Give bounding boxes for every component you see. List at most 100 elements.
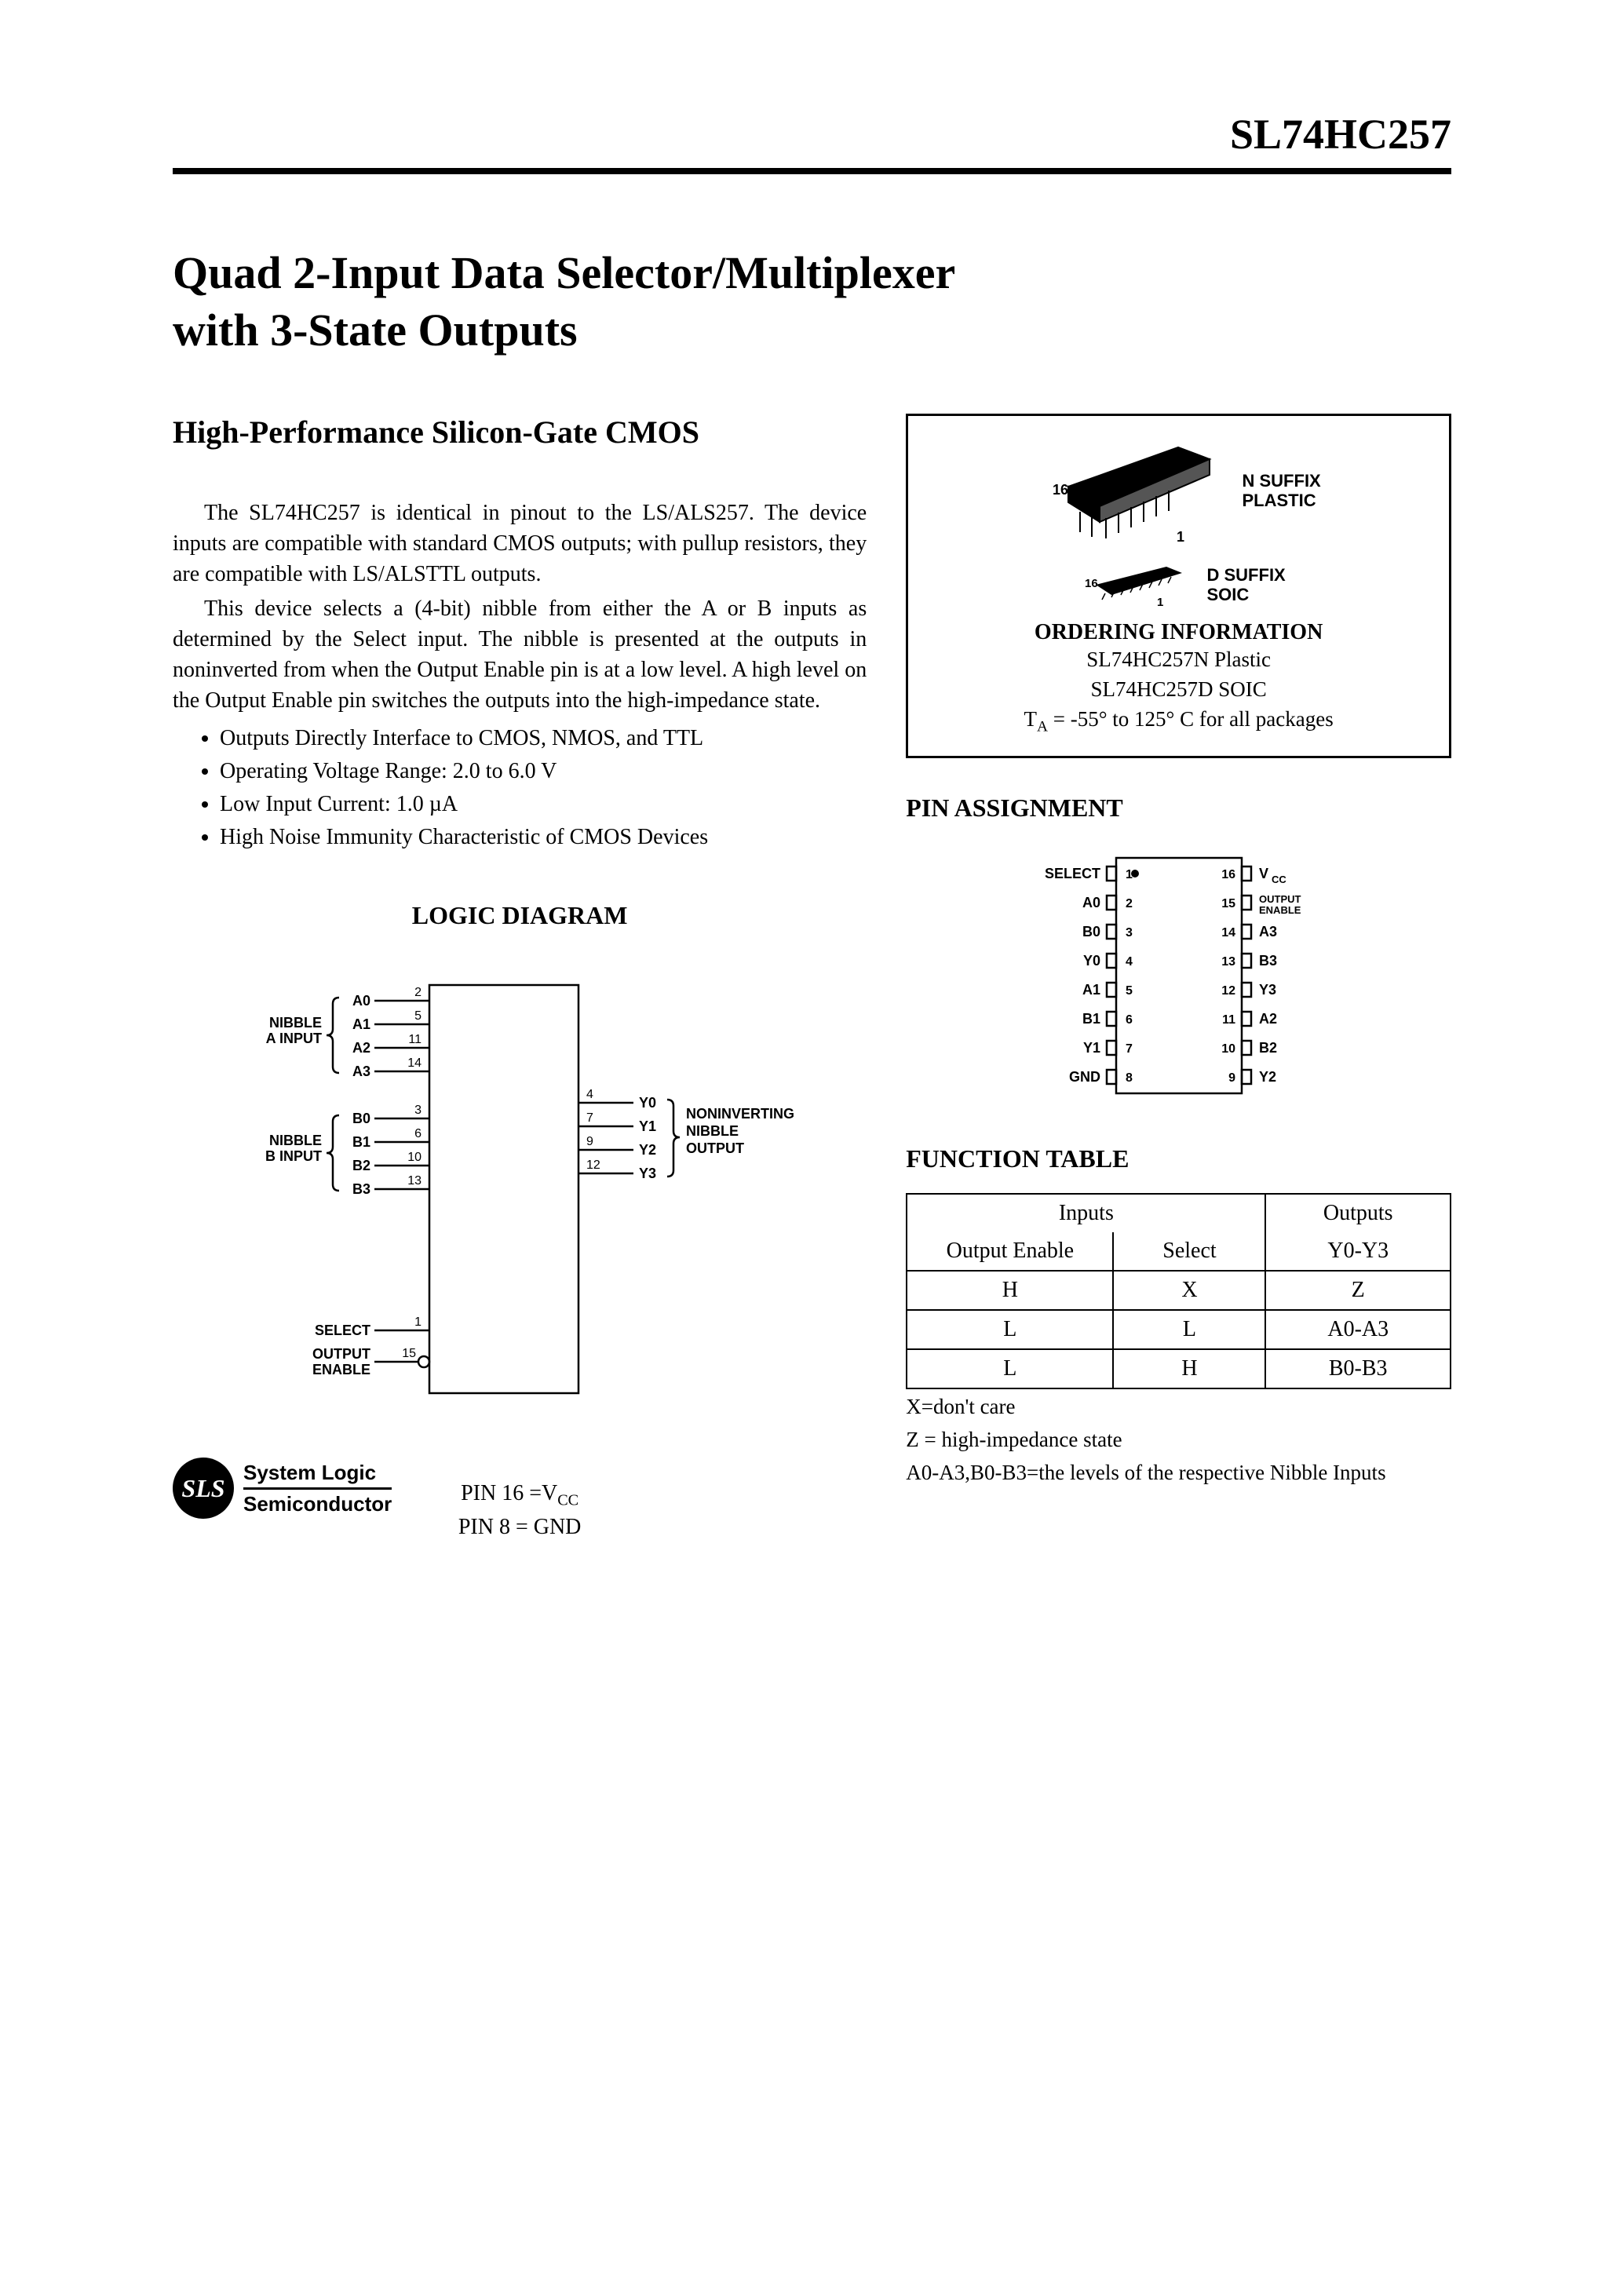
svg-text:9: 9: [1228, 1071, 1235, 1085]
svg-text:6: 6: [1126, 1013, 1133, 1027]
svg-text:NIBBLE: NIBBLE: [269, 1015, 322, 1031]
svg-text:15: 15: [402, 1347, 416, 1360]
svg-text:11: 11: [409, 1033, 422, 1046]
note-z: Z = high-impedance state: [906, 1425, 1451, 1455]
paragraph-2: This device selects a (4-bit) nibble fro…: [173, 593, 867, 717]
pin16-note: PIN 16 =V: [461, 1481, 557, 1505]
svg-text:SELECT: SELECT: [315, 1323, 370, 1338]
th-select: Select: [1113, 1232, 1265, 1271]
ordering-line-1: SL74HC257N Plastic: [922, 645, 1435, 675]
svg-text:A0: A0: [352, 993, 370, 1009]
table-row: L L A0-A3: [907, 1310, 1451, 1349]
svg-text:ENABLE: ENABLE: [1259, 904, 1301, 916]
svg-text:14: 14: [407, 1056, 422, 1070]
left-column: High-Performance Silicon-Gate CMOS The S…: [173, 414, 867, 1542]
svg-text:OUTPUT: OUTPUT: [1259, 893, 1301, 905]
ordering-line-2: SL74HC257D SOIC: [922, 675, 1435, 705]
svg-text:Y1: Y1: [1083, 1040, 1100, 1056]
svg-text:14: 14: [1221, 926, 1235, 940]
package-d-row: 16 1 D SUFFIX SOIC: [922, 557, 1435, 612]
note-x: X=don't care: [906, 1392, 1451, 1422]
svg-text:Y0: Y0: [1083, 953, 1100, 969]
svg-text:CC: CC: [1272, 874, 1286, 885]
svg-text:V: V: [1259, 866, 1268, 881]
footer-text: System Logic Semiconductor: [243, 1460, 392, 1516]
svg-text:4: 4: [586, 1088, 593, 1101]
svg-text:OUTPUT: OUTPUT: [312, 1346, 370, 1362]
svg-text:ENABLE: ENABLE: [312, 1362, 370, 1377]
svg-text:10: 10: [407, 1151, 422, 1164]
svg-text:B INPUT: B INPUT: [265, 1148, 322, 1164]
svg-text:3: 3: [1126, 926, 1133, 940]
svg-text:A1: A1: [352, 1016, 370, 1032]
function-table-heading: FUNCTION TABLE: [906, 1144, 1451, 1173]
description: The SL74HC257 is identical in pinout to …: [173, 498, 867, 716]
svg-text:B2: B2: [352, 1158, 370, 1173]
svg-text:16: 16: [1053, 482, 1068, 498]
svg-text:2: 2: [1126, 897, 1133, 910]
svg-text:B3: B3: [1259, 953, 1277, 969]
svg-text:B0: B0: [1082, 924, 1100, 940]
svg-text:Y0: Y0: [639, 1095, 656, 1111]
svg-text:B1: B1: [1082, 1011, 1100, 1027]
svg-text:2: 2: [414, 986, 422, 999]
svg-text:A INPUT: A INPUT: [266, 1031, 322, 1046]
svg-text:6: 6: [414, 1127, 422, 1140]
svg-text:Y1: Y1: [639, 1118, 656, 1134]
svg-text:15: 15: [1221, 897, 1235, 910]
dip-package-icon: 16 1: [1037, 432, 1233, 549]
table-row: L H B0-B3: [907, 1349, 1451, 1388]
footer-logo: SLS System Logic Semiconductor: [173, 1458, 392, 1519]
svg-text:5: 5: [414, 1009, 422, 1023]
title-line-2: with 3-State Outputs: [173, 305, 578, 356]
subtitle: High-Performance Silicon-Gate CMOS: [173, 414, 867, 451]
pin16-sub: CC: [557, 1492, 578, 1509]
svg-text:9: 9: [586, 1135, 593, 1148]
th-y: Y0-Y3: [1265, 1232, 1451, 1271]
feature-item: Low Input Current: 1.0 µA: [220, 788, 867, 821]
feature-list: Outputs Directly Interface to CMOS, NMOS…: [220, 722, 867, 854]
pin8-note: PIN 8 = GND: [458, 1515, 582, 1539]
svg-text:8: 8: [1126, 1071, 1133, 1085]
svg-text:4: 4: [1126, 955, 1133, 969]
th-inputs: Inputs: [907, 1194, 1265, 1232]
svg-text:Y2: Y2: [639, 1142, 656, 1158]
svg-text:A2: A2: [1259, 1011, 1277, 1027]
th-output-enable: Output Enable: [907, 1232, 1113, 1271]
svg-text:Y3: Y3: [1259, 982, 1276, 998]
svg-text:13: 13: [1221, 955, 1235, 969]
svg-text:1: 1: [1177, 529, 1184, 545]
sls-badge-icon: SLS: [173, 1458, 234, 1519]
svg-text:A3: A3: [1259, 924, 1277, 940]
ordering-information-box: 16 1 N SUFFIX PLASTIC: [906, 414, 1451, 758]
right-column: 16 1 N SUFFIX PLASTIC: [906, 414, 1451, 1542]
soic-package-icon: 16 1: [1072, 557, 1198, 612]
svg-text:5: 5: [1126, 984, 1133, 998]
svg-text:7: 7: [1126, 1042, 1133, 1056]
svg-text:Y3: Y3: [639, 1166, 656, 1181]
pin-assignment-diagram: .pt { font-family: Arial, sans-serif; fo…: [991, 842, 1367, 1109]
svg-text:A1: A1: [1082, 982, 1100, 998]
svg-text:GND: GND: [1069, 1069, 1100, 1085]
svg-text:16: 16: [1221, 868, 1235, 881]
svg-text:A2: A2: [352, 1040, 370, 1056]
table-row: H X Z: [907, 1271, 1451, 1310]
package-n-row: 16 1 N SUFFIX PLASTIC: [922, 432, 1435, 549]
function-table: Inputs Outputs Output Enable Select Y0-Y…: [906, 1193, 1451, 1389]
paragraph-1: The SL74HC257 is identical in pinout to …: [173, 498, 867, 590]
svg-text:B2: B2: [1259, 1040, 1277, 1056]
pin-assignment-heading: PIN ASSIGNMENT: [906, 794, 1451, 823]
header-rule: [173, 168, 1451, 174]
svg-text:11: 11: [1222, 1013, 1235, 1027]
svg-text:NONINVERTING: NONINVERTING: [686, 1106, 794, 1122]
note-ab: A0-A3,B0-B3=the levels of the respective…: [906, 1458, 1451, 1488]
part-number: SL74HC257: [173, 110, 1451, 159]
svg-text:16: 16: [1085, 577, 1098, 590]
page-title: Quad 2-Input Data Selector/Multiplexer w…: [173, 245, 1451, 359]
package-n-label: N SUFFIX PLASTIC: [1243, 471, 1321, 511]
function-table-notes: X=don't care Z = high-impedance state A0…: [906, 1392, 1451, 1487]
svg-text:NIBBLE: NIBBLE: [269, 1133, 322, 1148]
svg-text:B3: B3: [352, 1181, 370, 1197]
svg-text:13: 13: [407, 1174, 422, 1188]
svg-text:12: 12: [586, 1158, 600, 1172]
